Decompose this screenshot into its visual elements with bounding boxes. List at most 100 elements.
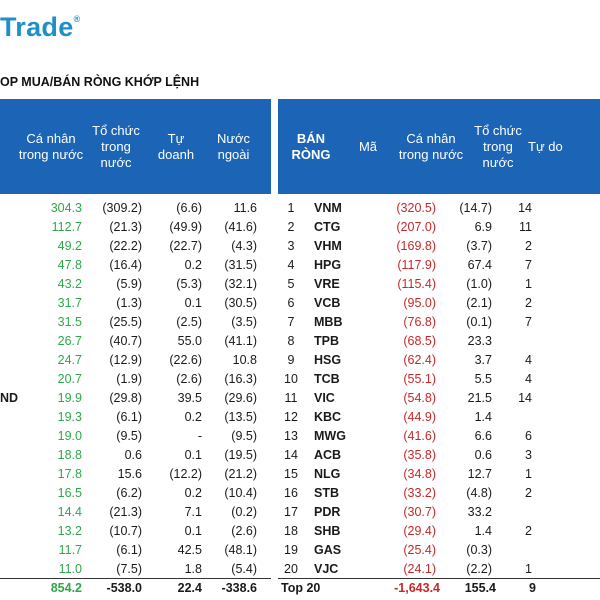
table-cell: 0.2: [184, 485, 202, 500]
table-row: 2 CTG (207.0) 6.9 11: [278, 217, 600, 236]
table-cell: (6.6): [176, 200, 202, 215]
table-cell: 19: [284, 542, 298, 557]
table-cell: (22.2): [109, 238, 142, 253]
table-cell: 9: [287, 352, 295, 367]
table-cell: (30.5): [224, 295, 257, 310]
table-cell: 24.7: [57, 352, 82, 367]
table-cell: (1.3): [116, 295, 142, 310]
table-cell: 2: [525, 238, 532, 253]
table-cell: (6.2): [116, 485, 142, 500]
table-cell: (0.1): [466, 314, 492, 329]
table-cell: ACB: [314, 447, 342, 462]
table-cell: 11.0: [58, 561, 82, 576]
table-cell: (25.4): [403, 542, 436, 557]
table-cell: (0.2): [231, 504, 257, 519]
table-cell: 14.4: [57, 504, 82, 519]
table-cell: 17.8: [57, 466, 82, 481]
table-cell: (2.6): [231, 523, 257, 538]
table-cell: 0.1: [184, 523, 202, 538]
table-cell: (30.7): [403, 504, 436, 519]
table-cell: 3: [525, 447, 532, 462]
table-row: 43.2 (5.9) (5.3) (32.1): [0, 274, 271, 293]
table-cell: (35.8): [403, 447, 436, 462]
table-cell: KBC: [314, 409, 342, 424]
table-row: 18 SHB (29.4) 1.4 2: [278, 521, 600, 540]
table-cell: 33.2: [467, 504, 492, 519]
table-cell: 19.9: [57, 390, 82, 405]
table-cell: 14: [284, 447, 298, 462]
table-cell: 4: [525, 371, 532, 386]
table-row: 14 ACB (35.8) 0.6 3: [278, 445, 600, 464]
table-row: 112.7 (21.3) (49.9) (41.6): [0, 217, 271, 236]
table-cell: 5: [287, 276, 295, 291]
table-cell: (320.5): [396, 200, 436, 215]
table-cell: (1.9): [116, 371, 142, 386]
table-cell: 112.7: [51, 219, 82, 234]
table-cell: (16.3): [224, 371, 257, 386]
table-cell: 2: [287, 219, 295, 234]
table-cell: (41.6): [224, 219, 257, 234]
table-cell: 39.5: [177, 390, 202, 405]
table-row: 24.7 (12.9) (22.6) 10.8: [0, 350, 271, 369]
table-cell: CTG: [314, 219, 341, 234]
net-sell-header: BÁN RÒNG Mã Cá nhân trong nước Tổ chức t…: [278, 99, 600, 194]
table-cell: (7.5): [116, 561, 142, 576]
header-foreign: Nước ngoài: [216, 130, 251, 162]
table-cell: 7.1: [184, 504, 202, 519]
table-row: 9 HSG (62.4) 3.7 4: [278, 350, 600, 369]
table-row: 13 MWG (41.6) 6.6 6: [278, 426, 600, 445]
brand-name: Trade: [0, 12, 74, 42]
table-cell: 13.2: [57, 523, 82, 538]
total-cell: 22.4: [177, 580, 202, 595]
total-cell: 854.2: [50, 580, 82, 595]
table-cell: 31.5: [57, 314, 82, 329]
table-cell: (21.3): [109, 219, 142, 234]
table-cell: (44.9): [403, 409, 436, 424]
table-cell: (48.1): [224, 542, 257, 557]
table-cell: (41.6): [403, 428, 436, 443]
table-cell: (54.8): [403, 390, 436, 405]
table-cell: (4.8): [466, 485, 492, 500]
table-row: 6 VCB (95.0) (2.1) 2: [278, 293, 600, 312]
table-cell: 2: [525, 485, 532, 500]
table-cell: (76.8): [403, 314, 436, 329]
table-cell: (3.7): [466, 238, 492, 253]
table-cell: (95.0): [403, 295, 436, 310]
table-cell: (6.1): [116, 409, 142, 424]
table-row: 47.8 (16.4) 0.2 (31.5): [0, 255, 271, 274]
header-individual: Cá nhân trong nước: [18, 130, 84, 162]
table-cell: 0.2: [184, 409, 202, 424]
table-cell: 47.8: [57, 257, 82, 272]
table-cell: MBB: [314, 314, 343, 329]
table-cell: (22.6): [169, 352, 202, 367]
table-cell: 14: [518, 200, 532, 215]
table-cell: 0.1: [184, 295, 202, 310]
table-row: 20 VJC (24.1) (2.2) 1: [278, 559, 600, 578]
table-cell: 16: [284, 485, 298, 500]
table-cell: 10.8: [232, 352, 257, 367]
table-row: 13.2 (10.7) 0.1 (2.6): [0, 521, 271, 540]
table-cell: 7: [525, 257, 532, 272]
table-cell: VIC: [314, 390, 335, 405]
table-cell: TPB: [314, 333, 339, 348]
table-cell: (49.9): [169, 219, 202, 234]
table-cell: GAS: [314, 542, 342, 557]
table-row: 49.2 (22.2) (22.7) (4.3): [0, 236, 271, 255]
net-buy-header: Cá nhân trong nước Tổ chức trong nước Tự…: [0, 99, 271, 194]
table-cell: (12.9): [109, 352, 142, 367]
table-cell: 18: [284, 523, 298, 538]
table-cell: 7: [287, 314, 295, 329]
table-cell: (13.5): [224, 409, 257, 424]
table-cell: 11: [519, 219, 532, 234]
table-cell: VRE: [314, 276, 340, 291]
table-cell: MWG: [314, 428, 346, 443]
table-row: 18.8 0.6 0.1 (19.5): [0, 445, 271, 464]
header-code: Mã: [358, 138, 378, 154]
table-cell: 4: [525, 352, 532, 367]
table-cell: (34.8): [403, 466, 436, 481]
table-cell: 0.2: [184, 257, 202, 272]
report-title: OP MUA/BÁN RÒNG KHỚP LỆNH: [0, 75, 200, 89]
table-cell: 17: [284, 504, 298, 519]
table-cell: -: [197, 428, 202, 443]
table-cell: 0.6: [124, 447, 142, 462]
